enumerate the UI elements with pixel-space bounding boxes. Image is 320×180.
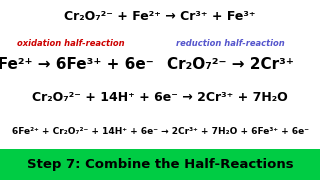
Text: Step 7: Combine the Half-Reactions: Step 7: Combine the Half-Reactions — [27, 158, 293, 171]
Text: oxidation half-reaction: oxidation half-reaction — [17, 39, 124, 48]
Text: Cr₂O₇²⁻ → 2Cr³⁺: Cr₂O₇²⁻ → 2Cr³⁺ — [167, 57, 294, 72]
Text: reduction half-reaction: reduction half-reaction — [176, 39, 285, 48]
Bar — [0, 149, 320, 180]
Text: Cr₂O₇²⁻ + 14H⁺ + 6e⁻ → 2Cr³⁺ + 7H₂O: Cr₂O₇²⁻ + 14H⁺ + 6e⁻ → 2Cr³⁺ + 7H₂O — [32, 91, 288, 104]
Text: Cr₂O₇²⁻ + Fe²⁺ → Cr³⁺ + Fe³⁺: Cr₂O₇²⁻ + Fe²⁺ → Cr³⁺ + Fe³⁺ — [64, 10, 256, 23]
Text: 6Fe²⁺ → 6Fe³⁺ + 6e⁻: 6Fe²⁺ → 6Fe³⁺ + 6e⁻ — [0, 57, 154, 72]
Text: 6Fe²⁺ + Cr₂O₇²⁻ + 14H⁺ + 6e⁻ → 2Cr³⁺ + 7H₂O + 6Fe³⁺ + 6e⁻: 6Fe²⁺ + Cr₂O₇²⁻ + 14H⁺ + 6e⁻ → 2Cr³⁺ + 7… — [12, 127, 308, 136]
